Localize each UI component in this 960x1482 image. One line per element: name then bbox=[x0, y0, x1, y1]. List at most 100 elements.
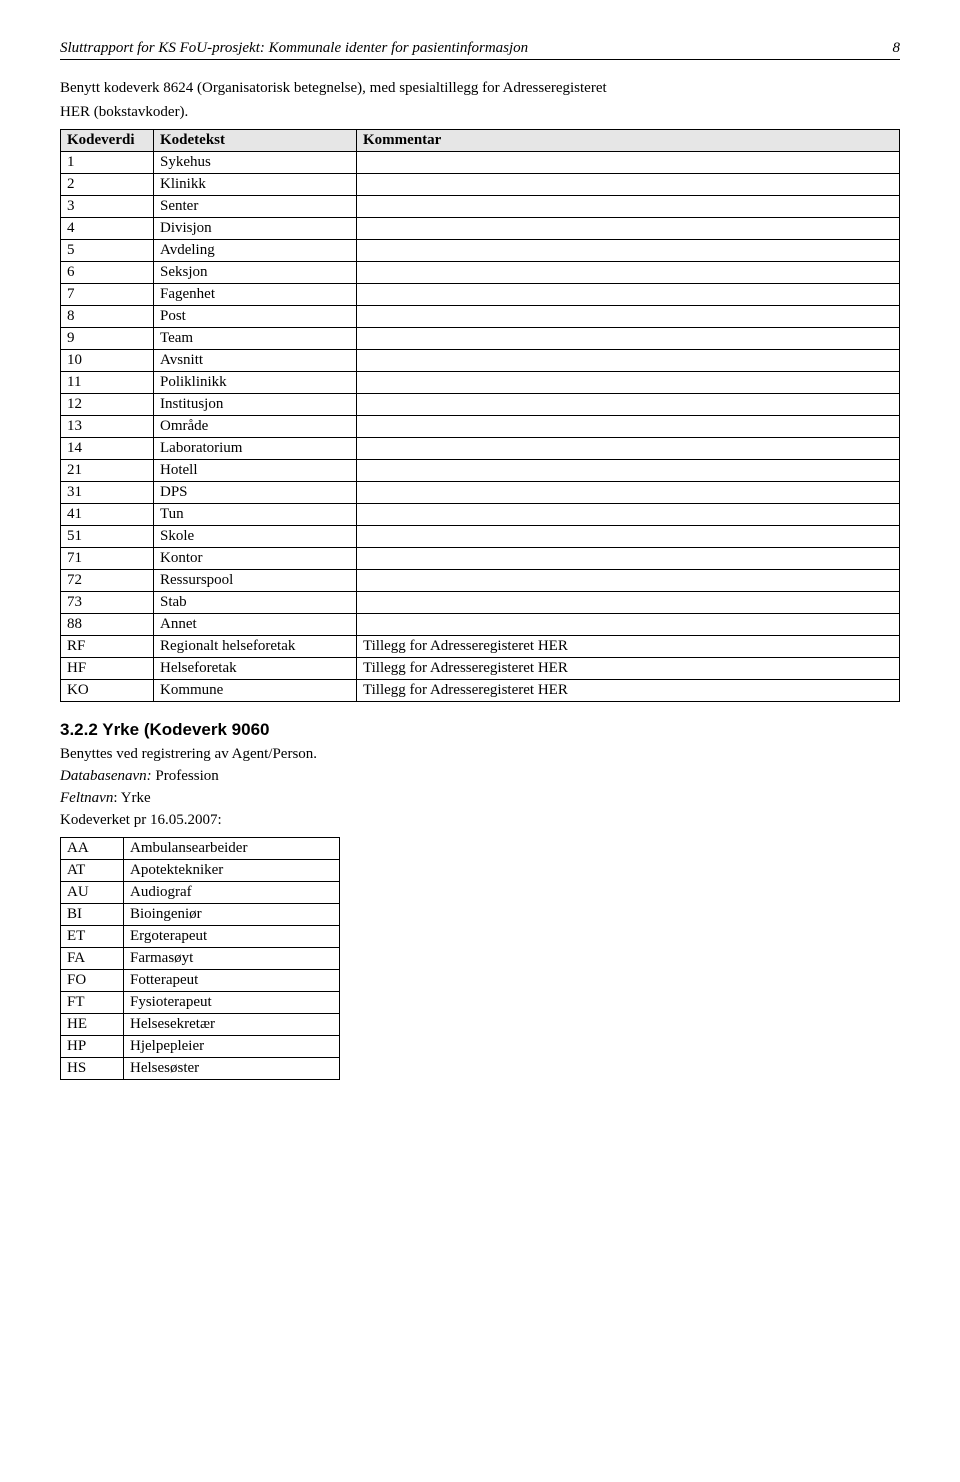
table-cell bbox=[357, 239, 900, 261]
table-row: FTFysioterapeut bbox=[61, 991, 340, 1013]
table-row: 10Avsnitt bbox=[61, 349, 900, 371]
table-row: AAAmbulansearbeider bbox=[61, 837, 340, 859]
table-cell: 11 bbox=[61, 371, 154, 393]
table-cell bbox=[357, 283, 900, 305]
section-322-line2: Databasenavn: Profession bbox=[60, 766, 900, 786]
table-cell bbox=[357, 261, 900, 283]
table-cell: KO bbox=[61, 679, 154, 701]
table-cell bbox=[357, 393, 900, 415]
table-cell bbox=[357, 327, 900, 349]
table-row: RFRegionalt helseforetakTillegg for Adre… bbox=[61, 635, 900, 657]
table-cell: BI bbox=[61, 903, 124, 925]
table-cell: 10 bbox=[61, 349, 154, 371]
table-cell: Institusjon bbox=[154, 393, 357, 415]
table-cell: Stab bbox=[154, 591, 357, 613]
table-cell: Tillegg for Adresseregisteret HER bbox=[357, 635, 900, 657]
table-cell: Laboratorium bbox=[154, 437, 357, 459]
section-322-line4: Kodeverket pr 16.05.2007: bbox=[60, 810, 900, 830]
table-row: 13Område bbox=[61, 415, 900, 437]
table-row: BIBioingeniør bbox=[61, 903, 340, 925]
table-cell: HP bbox=[61, 1035, 124, 1057]
feltnavn-label: Feltnavn bbox=[60, 790, 113, 806]
table-cell bbox=[357, 305, 900, 327]
table-cell bbox=[357, 613, 900, 635]
table-row: 41Tun bbox=[61, 503, 900, 525]
table-cell bbox=[357, 459, 900, 481]
table-cell: Ambulansearbeider bbox=[124, 837, 340, 859]
table-cell: Ergoterapeut bbox=[124, 925, 340, 947]
table-cell: Klinikk bbox=[154, 173, 357, 195]
table-row: 88Annet bbox=[61, 613, 900, 635]
section-322-line1: Benyttes ved registrering av Agent/Perso… bbox=[60, 744, 900, 764]
table-row: 5Avdeling bbox=[61, 239, 900, 261]
table-cell: 3 bbox=[61, 195, 154, 217]
table-cell: DPS bbox=[154, 481, 357, 503]
table-cell bbox=[357, 217, 900, 239]
table-cell: FT bbox=[61, 991, 124, 1013]
table-cell: 5 bbox=[61, 239, 154, 261]
table-cell: AT bbox=[61, 859, 124, 881]
table-row: FAFarmasøyt bbox=[61, 947, 340, 969]
page-header: Sluttrapport for KS FoU-prosjekt: Kommun… bbox=[60, 40, 900, 60]
col-kommentar: Kommentar bbox=[357, 129, 900, 151]
table-row: 11Poliklinikk bbox=[61, 371, 900, 393]
table-row: 2Klinikk bbox=[61, 173, 900, 195]
table-cell: Avdeling bbox=[154, 239, 357, 261]
table-cell bbox=[357, 195, 900, 217]
table-cell: 12 bbox=[61, 393, 154, 415]
table-cell: ET bbox=[61, 925, 124, 947]
table-cell: Team bbox=[154, 327, 357, 349]
table-cell bbox=[357, 415, 900, 437]
table-cell: FA bbox=[61, 947, 124, 969]
table-cell bbox=[357, 437, 900, 459]
table-row: HEHelsesekretær bbox=[61, 1013, 340, 1035]
table-cell: Skole bbox=[154, 525, 357, 547]
table-cell: Avsnitt bbox=[154, 349, 357, 371]
table-row: 9Team bbox=[61, 327, 900, 349]
table-row: 8Post bbox=[61, 305, 900, 327]
intro-line-1: Benytt kodeverk 8624 (Organisatorisk bet… bbox=[60, 78, 900, 98]
table-cell: HF bbox=[61, 657, 154, 679]
table-cell: Bioingeniør bbox=[124, 903, 340, 925]
table-row: 1Sykehus bbox=[61, 151, 900, 173]
table-cell bbox=[357, 151, 900, 173]
table-cell bbox=[357, 569, 900, 591]
kodeverk-8624-table: Kodeverdi Kodetekst Kommentar 1Sykehus2K… bbox=[60, 129, 900, 702]
intro-paragraph: Benytt kodeverk 8624 (Organisatorisk bet… bbox=[60, 78, 900, 123]
table-row: 3Senter bbox=[61, 195, 900, 217]
table-cell: Seksjon bbox=[154, 261, 357, 283]
table-cell: Hjelpepleier bbox=[124, 1035, 340, 1057]
table-cell: 4 bbox=[61, 217, 154, 239]
table-cell: Helseforetak bbox=[154, 657, 357, 679]
table-cell: AU bbox=[61, 881, 124, 903]
table-cell: Fotterapeut bbox=[124, 969, 340, 991]
table-cell: Apotektekniker bbox=[124, 859, 340, 881]
table-row: HFHelseforetakTillegg for Adresseregiste… bbox=[61, 657, 900, 679]
header-title: Sluttrapport for KS FoU-prosjekt: Kommun… bbox=[60, 40, 528, 57]
table-cell bbox=[357, 525, 900, 547]
table-row: 73Stab bbox=[61, 591, 900, 613]
table-cell: 1 bbox=[61, 151, 154, 173]
section-322-body: Benyttes ved registrering av Agent/Perso… bbox=[60, 744, 900, 831]
table-cell bbox=[357, 591, 900, 613]
table-cell: Sykehus bbox=[154, 151, 357, 173]
table-cell: 71 bbox=[61, 547, 154, 569]
table-cell: Audiograf bbox=[124, 881, 340, 903]
col-kodetekst: Kodetekst bbox=[154, 129, 357, 151]
table-row: 72Ressurspool bbox=[61, 569, 900, 591]
table-cell: RF bbox=[61, 635, 154, 657]
table-cell bbox=[357, 481, 900, 503]
table-cell: Divisjon bbox=[154, 217, 357, 239]
table-cell: 88 bbox=[61, 613, 154, 635]
table-row: KOKommuneTillegg for Adresseregisteret H… bbox=[61, 679, 900, 701]
databasenavn-label: Databasenavn: bbox=[60, 768, 152, 784]
table-row: ETErgoterapeut bbox=[61, 925, 340, 947]
table-cell: 6 bbox=[61, 261, 154, 283]
table-cell bbox=[357, 371, 900, 393]
table-cell: HE bbox=[61, 1013, 124, 1035]
table-cell: Poliklinikk bbox=[154, 371, 357, 393]
table-cell: Helsesekretær bbox=[124, 1013, 340, 1035]
kodeverk-9060-table: AAAmbulansearbeiderATApotekteknikerAUAud… bbox=[60, 837, 340, 1080]
table-row: FOFotterapeut bbox=[61, 969, 340, 991]
table-row: ATApotektekniker bbox=[61, 859, 340, 881]
